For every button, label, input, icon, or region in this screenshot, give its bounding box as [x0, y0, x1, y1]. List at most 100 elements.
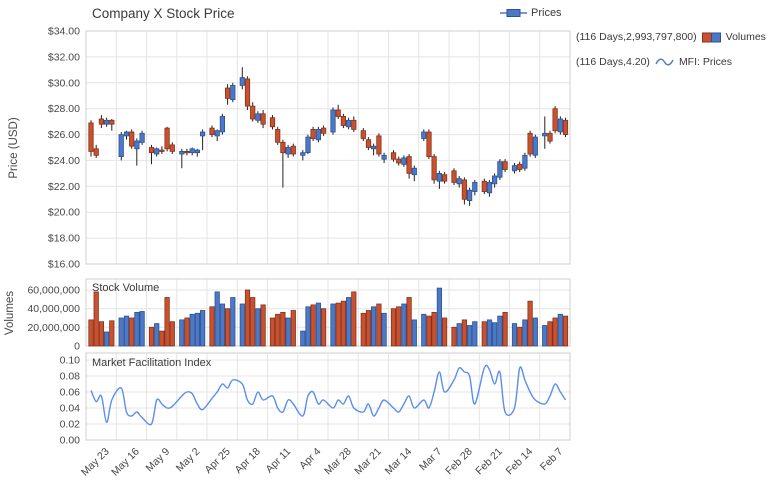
legend-mfi-prefix: (116 Days,4.20)	[576, 56, 650, 68]
candle-up	[194, 149, 200, 154]
candle-down	[169, 144, 175, 152]
candle-up	[134, 140, 140, 150]
prices-candle-icon	[500, 9, 527, 17]
legend-prices[interactable]: Prices	[500, 7, 562, 19]
volume-bar	[275, 313, 281, 347]
volume-bar	[280, 311, 286, 347]
volume-bar	[360, 312, 366, 347]
volume-bar	[109, 320, 115, 347]
candle-down	[431, 156, 437, 181]
price-axis-title: Price (USD)	[8, 117, 20, 179]
volume-bar	[376, 303, 382, 347]
volume-bar	[351, 291, 357, 347]
volume-bar	[88, 319, 94, 347]
candle-down	[461, 179, 468, 200]
x-axis-label: May 2	[174, 446, 203, 475]
mfi-tick-label: 0.04	[60, 403, 81, 415]
volume-bar	[154, 323, 160, 347]
volume-bar	[250, 297, 256, 347]
candle-up	[118, 134, 124, 158]
candle-up	[330, 109, 336, 133]
volume-tick-label: 20,000,000	[27, 322, 80, 334]
x-axis-label: Feb 7	[538, 446, 566, 474]
volume-panel-border	[85, 278, 571, 347]
legend-volumes[interactable]: (116 Days,2,993,797,800) Volumes	[576, 31, 766, 43]
legend-mfi[interactable]: (116 Days,4.20) MFI: Prices	[576, 56, 732, 68]
x-axis-label: Apr 11	[263, 446, 293, 476]
volume-bar	[426, 315, 432, 347]
volume-bar	[214, 291, 220, 347]
candle-down	[159, 149, 165, 152]
candle-up	[345, 119, 352, 128]
volume-bar	[118, 317, 124, 347]
candle-up	[532, 136, 538, 156]
volume-bar	[255, 308, 261, 347]
mfi-wave-icon	[655, 58, 674, 66]
volume-axis-title: Volumes	[4, 290, 16, 336]
candle-down	[396, 158, 402, 164]
candle-up	[305, 136, 311, 154]
candle-up	[466, 189, 473, 201]
price-tick-label: $32.00	[48, 51, 80, 63]
volume-tick-label: 40,000,000	[27, 303, 80, 315]
volume-bar	[381, 312, 387, 347]
candle-down	[552, 108, 558, 132]
candle-down	[275, 128, 281, 143]
price-tick-label: $16.00	[48, 259, 80, 271]
x-axis-label: Apr 4	[297, 446, 323, 472]
candle-down	[269, 117, 276, 128]
volume-bar	[209, 306, 215, 347]
candle-down	[426, 131, 432, 158]
volume-bar	[542, 325, 548, 347]
candle-down	[250, 105, 256, 120]
candle-up	[370, 145, 377, 150]
x-axis-label: Feb 28	[443, 446, 475, 478]
price-tick-label: $24.00	[48, 155, 80, 167]
candle-up	[139, 132, 145, 143]
x-axis-label: Mar 14	[383, 446, 415, 478]
candle-up	[557, 118, 563, 133]
volumes-bars-icon	[701, 32, 721, 42]
candle-up	[255, 113, 261, 121]
candle-up	[285, 147, 291, 155]
candle-down	[164, 127, 170, 150]
x-axis-label: Mar 28	[322, 446, 354, 478]
volume-bar	[370, 306, 377, 347]
volume-bar	[179, 319, 185, 347]
volume-bar	[491, 322, 498, 347]
volume-bar	[219, 303, 225, 347]
mfi-tick-label: 0.00	[60, 435, 81, 447]
chart-title: Company X Stock Price	[92, 6, 235, 21]
candle-down	[360, 130, 366, 139]
x-axis-label: Apr 18	[233, 446, 263, 476]
volume-bar	[511, 323, 518, 347]
candle-down	[280, 141, 286, 154]
mfi-tick-label: 0.10	[60, 355, 81, 367]
volume-bar	[159, 330, 165, 347]
volume-bar	[345, 297, 352, 347]
volume-bar	[129, 317, 135, 347]
mfi-tick-label: 0.08	[60, 371, 81, 383]
volume-bar	[194, 312, 200, 347]
candle-down	[260, 113, 266, 125]
mfi-panel-border	[85, 352, 571, 441]
volume-bar	[260, 304, 266, 347]
candle-down	[184, 150, 190, 154]
candle-down	[148, 147, 155, 154]
volume-bar	[411, 319, 417, 347]
x-axis-label: Feb 21	[473, 446, 505, 478]
candle-up	[104, 119, 110, 125]
candle-up	[315, 128, 322, 141]
volume-tick-label: 60,000,000	[27, 285, 80, 297]
x-axis-label: Feb 14	[504, 446, 536, 478]
candle-up	[456, 178, 462, 185]
volume-bar	[335, 302, 341, 347]
volume-bar	[123, 315, 130, 347]
volume-bar	[290, 310, 296, 347]
volume-bar	[315, 302, 322, 347]
gridlines: $34.00 $32.00 $30.00 $28.00 $26.00 $24.00 $22.…	[27, 26, 570, 447]
mfi-tick-label: 0.06	[60, 387, 81, 399]
candle-up	[421, 131, 427, 139]
volume-bar	[486, 319, 493, 347]
